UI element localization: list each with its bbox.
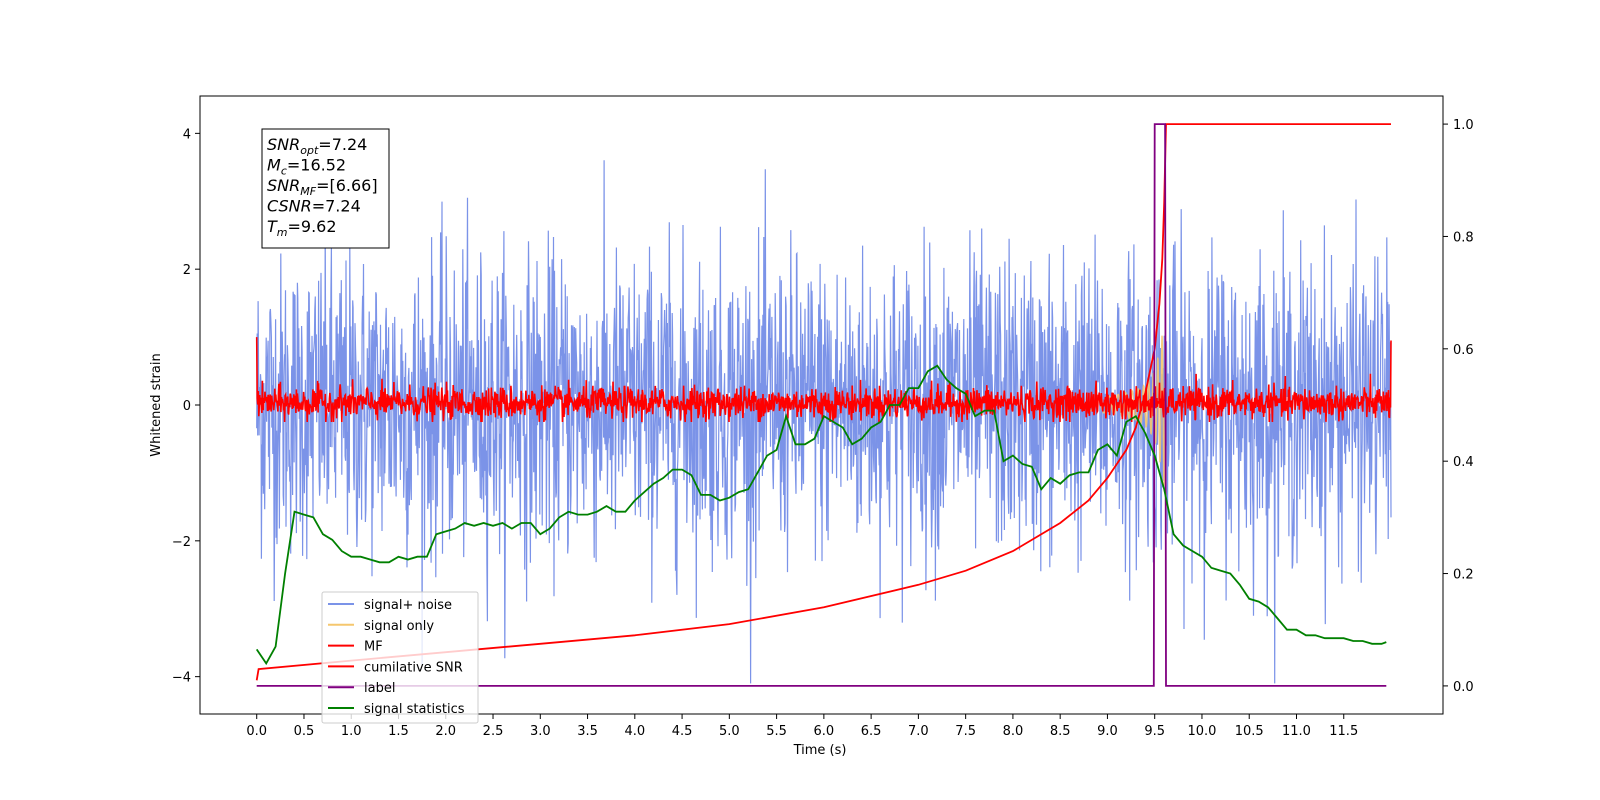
y-tick-label-right: 1.0 [1453, 118, 1474, 133]
x-tick-label: 3.0 [530, 724, 551, 739]
annotation-line: Mc=16.52 [267, 156, 346, 178]
annotation-frame [261, 128, 390, 249]
y-tick-label-left: 0 [183, 399, 191, 414]
series-signal-noise [256, 160, 1392, 684]
annotation-line: Tm=9.62 [267, 217, 337, 239]
x-tick-label: 9.0 [1097, 724, 1118, 739]
stats-annotation-box: SNRopt=7.24Mc=16.52SNRMF=[6.66]CSNR=7.24… [261, 128, 390, 249]
y-tick-label-right: 0.4 [1453, 455, 1474, 470]
x-tick-label: 3.5 [577, 724, 598, 739]
y-tick-label-right: 0.6 [1453, 343, 1474, 358]
x-axis: 0.0 0.5 1.0 1.5 2.0 2.5 3.0 3.5 4.0 4.5 5.0 5.5 6.0 6… [246, 714, 1358, 739]
y-tick-label-right: 0.8 [1453, 230, 1474, 245]
legend-label: signal+ noise [364, 598, 452, 613]
x-tick-label: 1.0 [341, 724, 362, 739]
legend-label: signal statistics [364, 702, 465, 717]
y-tick-label-left: −4 [172, 671, 191, 686]
legend: signal+ noise signal only MF cumilative SNR… [321, 591, 479, 724]
x-tick-label: 0.0 [246, 724, 267, 739]
x-tick-label: 4.0 [624, 724, 645, 739]
series-label [256, 123, 1387, 687]
x-axis-label: Time (s) [793, 743, 847, 758]
x-tick-label: 4.5 [672, 724, 693, 739]
y-axis-label: Whitened strain [149, 353, 164, 456]
x-tick-label: 7.5 [955, 724, 976, 739]
x-tick-label: 1.5 [388, 724, 409, 739]
y-tick-label-right: 0.0 [1453, 680, 1474, 695]
x-tick-label: 8.5 [1050, 724, 1071, 739]
y-axis-left: 4 2 0 −2 −4 [172, 127, 200, 686]
series-signal-statistics [255, 364, 1387, 666]
x-tick-label: 2.5 [483, 724, 504, 739]
legend-label: signal only [364, 619, 434, 634]
x-tick-label: 11.5 [1329, 724, 1358, 739]
y-tick-label-left: 2 [183, 263, 191, 278]
x-tick-label: 6.0 [814, 724, 835, 739]
x-tick-label: 5.5 [766, 724, 787, 739]
annotation-line: SNRMF=[6.66] [267, 176, 378, 198]
legend-label: MF [364, 640, 383, 655]
x-tick-label: 0.5 [294, 724, 315, 739]
x-tick-label: 7.0 [908, 724, 929, 739]
x-tick-label: 2.0 [435, 724, 456, 739]
y-tick-label-left: 4 [183, 127, 191, 142]
x-tick-label: 6.5 [861, 724, 882, 739]
x-tick-label: 9.5 [1144, 724, 1165, 739]
x-tick-label: 11.0 [1282, 724, 1311, 739]
y-tick-label-left: −2 [172, 535, 191, 550]
annotation-line: CSNR=7.24 [267, 197, 361, 216]
y-tick-label-right: 0.2 [1453, 568, 1474, 583]
legend-frame [321, 591, 479, 724]
legend-label: cumilative SNR [364, 660, 463, 675]
plot-area [255, 123, 1392, 687]
x-tick-label: 10.5 [1235, 724, 1264, 739]
y-axis-right: 1.0 0.8 0.6 0.4 0.2 0.0 [1443, 118, 1474, 695]
x-tick-label: 10.0 [1187, 724, 1216, 739]
legend-label: label [364, 681, 395, 696]
x-tick-label: 8.0 [1003, 724, 1024, 739]
series-mf [255, 337, 1392, 423]
x-tick-label: 5.0 [719, 724, 740, 739]
series-cumulative-snr [255, 123, 1391, 681]
annotation-line: SNRopt=7.24 [267, 135, 367, 157]
